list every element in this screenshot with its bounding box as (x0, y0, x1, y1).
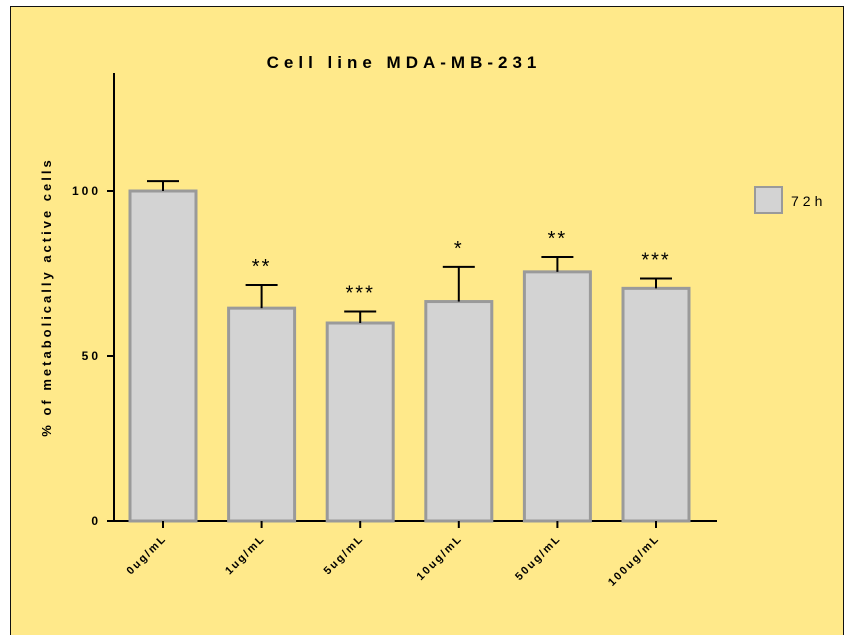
bar-0ug/mL (128, 189, 198, 523)
y-tick-label: 50 (82, 349, 101, 363)
legend-label: 72h (791, 193, 826, 209)
chart-title: Cell line MDA-MB-231 (267, 53, 542, 72)
y-tick-label: 0 (91, 514, 101, 528)
bar-10ug/mL (424, 300, 494, 523)
legend-swatch (754, 186, 783, 214)
bar-1ug/mL (227, 306, 297, 523)
significance-mark: ** (548, 228, 568, 250)
x-tick-label: 50ug/mL (513, 533, 563, 583)
significance-mark: *** (641, 249, 670, 271)
x-tick-label: 5ug/mL (322, 533, 367, 578)
bar-100ug/mL (621, 286, 691, 523)
significance-mark: * (454, 238, 464, 260)
x-tick-label: 100ug/mL (606, 533, 662, 589)
significance-mark: ** (252, 256, 272, 278)
y-axis-label: % of metabolically active cells (39, 157, 54, 436)
bar-5ug/mL (325, 321, 395, 523)
x-tick-label: 0ug/mL (124, 533, 169, 578)
y-tick-label: 100 (72, 184, 101, 198)
bar-chart: Cell line MDA-MB-231 % of metabolically … (39, 53, 826, 589)
significance-mark: *** (346, 282, 375, 304)
x-tick-label: 10ug/mL (415, 533, 465, 583)
bar-50ug/mL (522, 270, 592, 523)
chart-frame: Cell line MDA-MB-231 % of metabolically … (10, 6, 844, 635)
x-tick-label: 1ug/mL (223, 533, 268, 578)
